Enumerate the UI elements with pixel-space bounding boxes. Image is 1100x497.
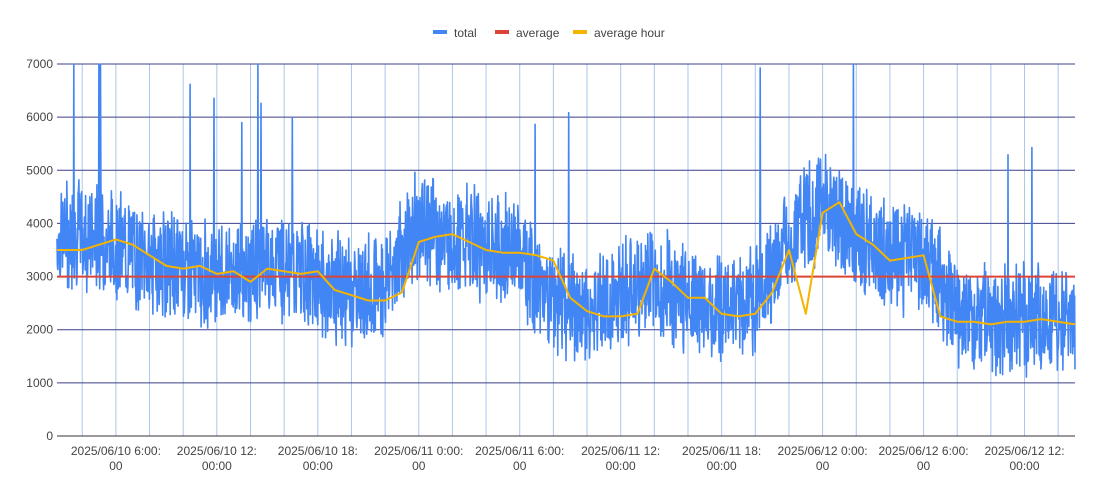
y-axis-tick-labels: 0 1000 2000 3000 4000 5000 6000 7000 (26, 57, 53, 443)
x-tick-label-line2: 00:00 (707, 459, 737, 473)
y-tick-label: 3000 (26, 270, 53, 284)
x-tick-label: 2025/06/12 12: (984, 444, 1064, 458)
x-tick-label: 2025/06/10 6:00: (71, 444, 161, 458)
legend-label-total: total (454, 26, 477, 40)
legend-label-average-hour: average hour (594, 26, 665, 40)
x-tick-label: 2025/06/11 0:00: (374, 444, 463, 458)
x-tick-label-line2: 00:00 (606, 459, 636, 473)
series-average-hour (57, 201, 1076, 326)
x-tick-label-line2: 00 (412, 459, 426, 473)
average-hour-line (57, 201, 1076, 326)
y-tick-label: 1000 (26, 376, 53, 390)
x-tick-label: 2025/06/10 12: (177, 444, 257, 458)
x-tick-label: 2025/06/12 6:00: (879, 444, 969, 458)
x-tick-label: 2025/06/10 18: (278, 444, 358, 458)
legend-swatch-average (495, 30, 509, 34)
x-tick-label-line2: 00:00 (303, 459, 333, 473)
x-tick-label-line2: 00 (513, 459, 527, 473)
y-tick-label: 4000 (26, 216, 53, 230)
total-line (56, 63, 1076, 378)
x-tick-label-line2: 00 (816, 459, 830, 473)
y-tick-label: 5000 (26, 163, 53, 177)
x-tick-label-line2: 00 (917, 459, 931, 473)
x-tick-label-line2: 00:00 (202, 459, 232, 473)
x-tick-label: 2025/06/12 0:00: (778, 444, 868, 458)
x-tick-label-line2: 00 (109, 459, 123, 473)
x-tick-label-line2: 00:00 (1010, 459, 1040, 473)
x-tick-label: 2025/06/11 18: (682, 444, 761, 458)
y-tick-label: 6000 (26, 110, 53, 124)
legend-swatch-average-hour (573, 30, 587, 34)
y-tick-label: 7000 (26, 57, 53, 71)
x-tick-label: 2025/06/11 12: (581, 444, 660, 458)
legend-swatch-total (433, 30, 447, 34)
series-total (56, 63, 1076, 378)
legend-label-average: average (516, 26, 560, 40)
y-tick-label: 0 (46, 429, 53, 443)
y-tick-label: 2000 (26, 323, 53, 337)
legend: total average average hour (433, 26, 665, 40)
x-tick-label: 2025/06/11 6:00: (475, 444, 564, 458)
